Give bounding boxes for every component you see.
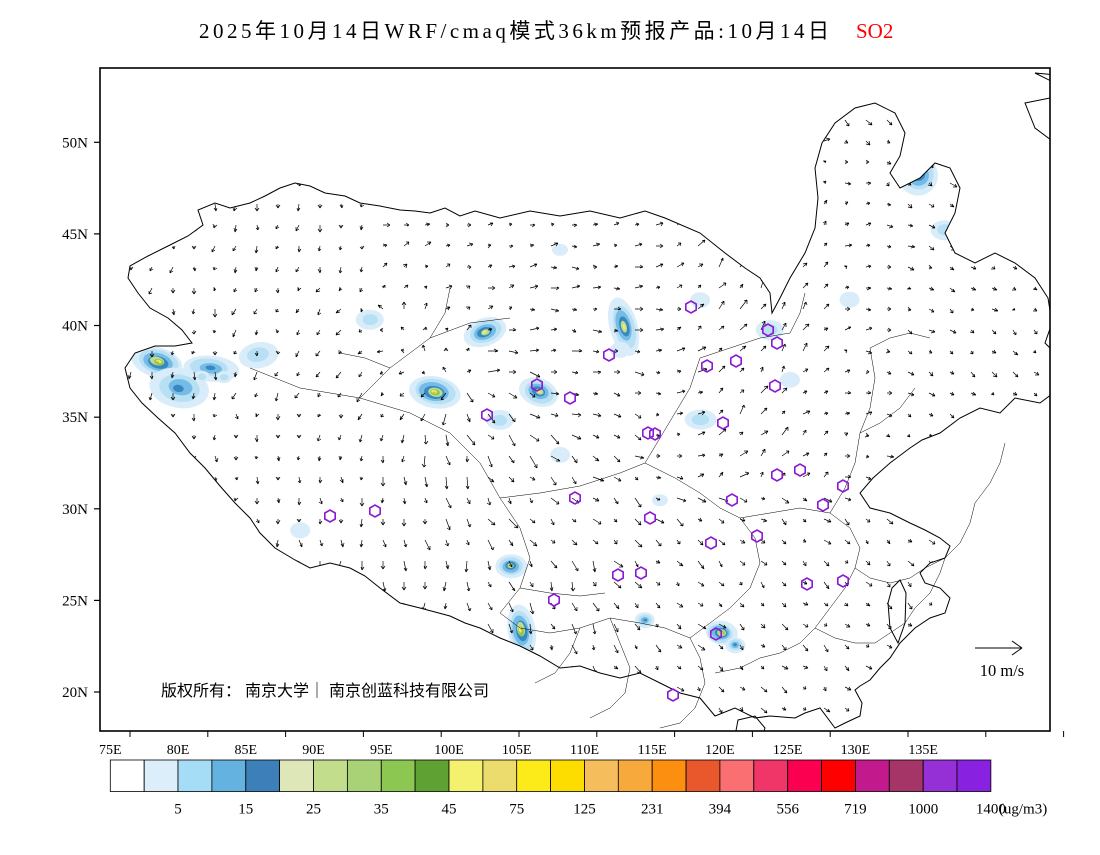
svg-text:(ug/m3): (ug/m3) [999,802,1047,818]
svg-text:2025年10月14日WRF/cmaq模式36km预报产品:: 2025年10月14日WRF/cmaq模式36km预报产品:10月14日 [199,19,833,43]
svg-text:版权所有： 南京大学｜ 南京创蓝科技有限公司: 版权所有： 南京大学｜ 南京创蓝科技有限公司 [161,682,489,700]
svg-text:35: 35 [374,802,389,818]
svg-text:25: 25 [306,802,321,818]
svg-text:50N: 50N [62,135,88,151]
svg-text:105E: 105E [502,743,532,758]
svg-text:125: 125 [573,802,596,818]
svg-text:95E: 95E [370,743,393,758]
svg-text:35N: 35N [62,410,88,426]
svg-text:90E: 90E [302,743,325,758]
svg-text:SO2: SO2 [856,19,893,43]
svg-text:25N: 25N [62,593,88,609]
svg-text:20N: 20N [62,685,88,701]
svg-text:80E: 80E [167,743,190,758]
svg-text:1000: 1000 [908,802,938,818]
svg-text:100E: 100E [434,743,464,758]
svg-text:45: 45 [442,802,457,818]
svg-text:120E: 120E [705,743,735,758]
svg-text:394: 394 [709,802,732,818]
svg-text:75E: 75E [99,743,122,758]
svg-text:85E: 85E [235,743,258,758]
svg-text:130E: 130E [841,743,871,758]
svg-text:556: 556 [776,802,799,818]
svg-text:110E: 110E [570,743,599,758]
svg-text:719: 719 [844,802,867,818]
svg-text:125E: 125E [773,743,803,758]
svg-text:30N: 30N [62,502,88,518]
svg-text:15: 15 [238,802,253,818]
svg-text:115E: 115E [638,743,667,758]
svg-text:10 m/s: 10 m/s [980,661,1024,680]
svg-text:135E: 135E [908,743,938,758]
svg-text:75: 75 [509,802,524,818]
svg-text:5: 5 [174,802,182,818]
svg-text:231: 231 [641,802,664,818]
svg-text:40N: 40N [62,319,88,335]
svg-text:45N: 45N [62,227,88,243]
